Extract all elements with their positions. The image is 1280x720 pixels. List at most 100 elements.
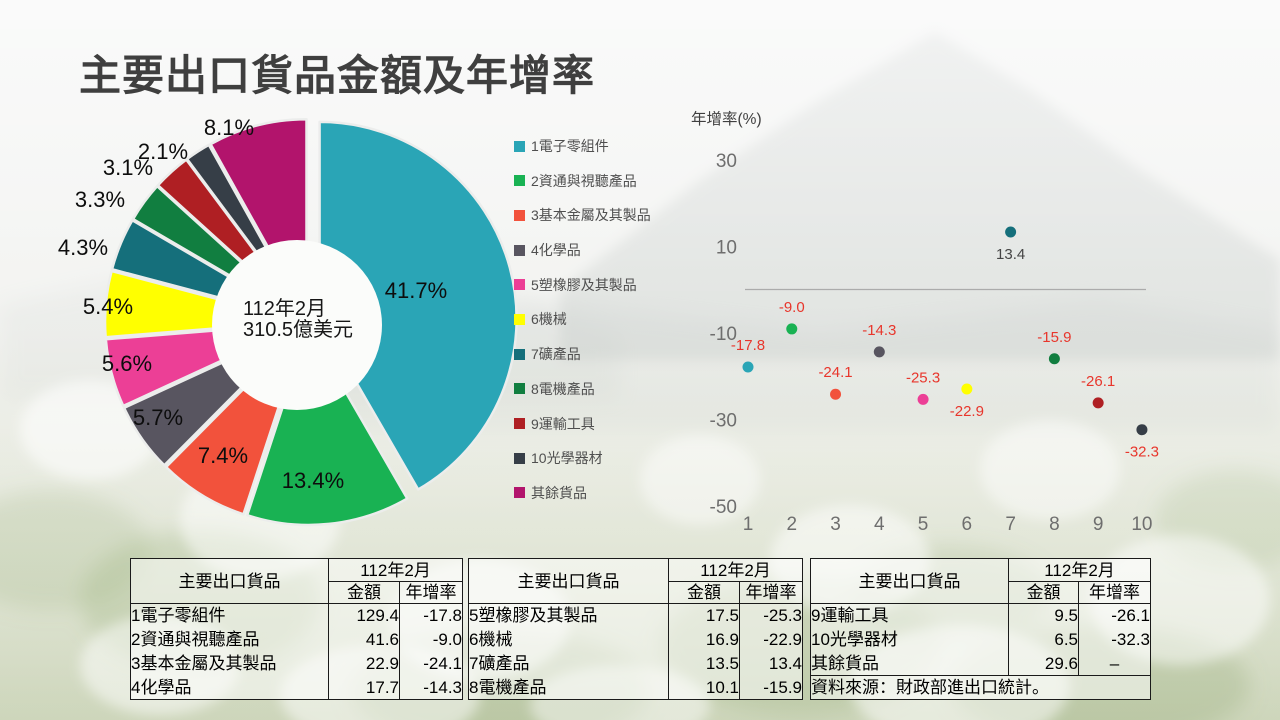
x-axis-tick: 3 <box>830 514 841 535</box>
x-axis-tick: 7 <box>1005 514 1016 535</box>
table-cell-amount: 10.1 <box>668 675 740 700</box>
legend-item-label: 3基本金屬及其製品 <box>531 207 651 224</box>
table-row: 3基本金屬及其製品 22.9 -24.1 <box>130 651 463 676</box>
table-header-yoy: 年增率 <box>1078 581 1151 604</box>
table-cell-amount: 129.4 <box>328 603 400 628</box>
legend-item-label: 5塑橡膠及其製品 <box>531 276 637 293</box>
table-cell-product: 7礦產品 <box>468 651 669 676</box>
table-cell-product: 其餘貨品 <box>810 651 1009 676</box>
table-cell-yoy: -9.0 <box>432 630 462 649</box>
scatter-point <box>1092 397 1104 409</box>
donut-chart: 41.7% 13.4% 7.4% 5.7% 5.6% 5.4% 4.3% 3.3% 3.1%2.… <box>58 115 518 527</box>
table-header-product: 主要出口貨品 <box>810 558 1009 604</box>
table-cell-yoy: -25.3 <box>763 606 802 626</box>
legend-item: 1電子零組件 <box>514 138 651 154</box>
legend-swatch-icon <box>514 452 525 464</box>
table-cell-amount: 22.9 <box>328 651 400 676</box>
table-cell-amount: 6.5 <box>1008 627 1079 652</box>
donut-center-total: 310.5億美元 <box>243 319 354 341</box>
table-row: 10光學器材 6.5 -32.3 <box>810 627 1151 652</box>
legend-item: 2資通與視聽產品 <box>514 173 651 189</box>
table-row: 7礦產品 13.5 13.4 <box>468 651 803 676</box>
table-cell-product: 10光學器材 <box>810 627 1009 652</box>
donut-center-period: 112年2月 <box>243 298 327 320</box>
donut-percentage-label: 5.6% <box>102 351 152 376</box>
table-cell-amount: 17.5 <box>668 603 740 628</box>
export-table-2: 主要出口貨品 112年2月 金額 年增率 5塑橡膠及其製品 17.5 -25.3 6機械 16.… <box>468 558 803 700</box>
legend-item-label: 1電子零組件 <box>531 138 609 154</box>
donut-percentage-label: 7.4% <box>198 443 248 468</box>
table-cell-yoy: -32.3 <box>1111 630 1150 649</box>
legend-swatch-icon <box>514 418 525 429</box>
donut-percentage-label: 13.4% <box>282 468 344 493</box>
legend-swatch-icon <box>514 383 525 395</box>
scatter-point <box>786 323 798 335</box>
legend-item: 4化學品 <box>514 242 651 258</box>
scatter-point-label: -17.8 <box>731 337 765 354</box>
legend-item-label: 2資通與視聽產品 <box>531 172 637 189</box>
x-axis-tick: 5 <box>918 514 929 535</box>
legend-swatch-icon <box>514 209 525 221</box>
scatter-point <box>873 346 885 358</box>
scatter-point <box>830 388 842 400</box>
table-row: 9運輸工具 9.5 -26.1 <box>810 603 1151 628</box>
table-cell-amount: 29.6 <box>1008 651 1079 676</box>
table-cell-amount: 13.5 <box>668 651 740 676</box>
table-header-product: 主要出口貨品 <box>130 558 329 604</box>
legend-swatch-icon <box>514 348 525 360</box>
legend-swatch-icon <box>514 175 525 187</box>
y-axis-tick: 10 <box>716 237 737 258</box>
table-header-yoy: 年增率 <box>739 581 803 604</box>
table-header-amount: 金額 <box>668 581 740 604</box>
export-table-3: 主要出口貨品 112年2月 金額 年增率 9運輸工具 9.5 -26.1 10光學器材 6.5 -… <box>810 558 1151 700</box>
legend-item: 6機械 <box>514 311 651 327</box>
table-cell-yoy: -15.9 <box>763 677 802 697</box>
scatter-point <box>742 361 754 373</box>
donut-hole <box>212 240 382 410</box>
legend-item: 9運輸工具 <box>514 416 651 432</box>
table-header-product: 主要出口貨品 <box>468 558 669 604</box>
table-cell-product: 4化學品 <box>130 675 329 700</box>
x-axis-tick: 10 <box>1131 514 1152 535</box>
x-axis-tick: 9 <box>1093 514 1104 535</box>
donut-percentage-label: 5.7% <box>133 405 183 430</box>
scatter-point-label: -9.0 <box>779 299 805 316</box>
table-cell-product: 9運輸工具 <box>810 603 1009 628</box>
table-cell-product: 6機械 <box>468 627 669 652</box>
scatter-point <box>917 393 929 405</box>
donut-percentage-label: 2.1% <box>138 139 188 164</box>
table-cell-amount: 16.9 <box>668 627 740 652</box>
table-header-amount: 金額 <box>328 581 400 604</box>
table-cell-product: 8電機產品 <box>468 675 669 700</box>
legend-item-label: 9運輸工具 <box>531 415 595 432</box>
scatter-point-label: -24.1 <box>818 364 852 381</box>
legend-item: 10光學器材 <box>514 450 651 466</box>
scatter-point <box>961 383 973 395</box>
legend-swatch-icon <box>514 313 525 325</box>
table-cell-amount: 17.7 <box>328 675 400 700</box>
legend-swatch-icon <box>514 279 525 291</box>
table-cell-yoy: -17.8 <box>423 606 462 626</box>
x-axis-tick: 4 <box>874 514 885 535</box>
y-axis-tick: 30 <box>716 151 737 172</box>
donut-percentage-label: 3.3% <box>75 187 125 212</box>
donut-percentage-label: 41.7% <box>385 278 447 303</box>
x-axis-tick: 8 <box>1049 514 1060 535</box>
scatter-point <box>1136 424 1148 436</box>
table-cell-product: 1電子零組件 <box>130 603 329 628</box>
table-cell-yoy: – <box>1109 653 1120 673</box>
table-row: 8電機產品 10.1 -15.9 <box>468 675 803 700</box>
scatter-point-label: 13.4 <box>996 246 1025 263</box>
legend-item: 3基本金屬及其製品 <box>514 207 651 223</box>
table-cell-product: 3基本金屬及其製品 <box>130 651 329 676</box>
table-cell-yoy: -24.1 <box>423 654 462 673</box>
donut-percentage-label: 3.1% <box>103 155 153 180</box>
scatter-point <box>1005 226 1017 238</box>
x-axis-tick: 6 <box>962 514 973 535</box>
donut-center-label: 112年2月 310.5億美元 <box>243 299 373 341</box>
scatter-point-label: -22.9 <box>950 403 984 420</box>
y-axis-tick: -50 <box>710 497 737 518</box>
scatter-point-label: -15.9 <box>1037 329 1071 346</box>
table-row: 6機械 16.9 -22.9 <box>468 627 803 652</box>
